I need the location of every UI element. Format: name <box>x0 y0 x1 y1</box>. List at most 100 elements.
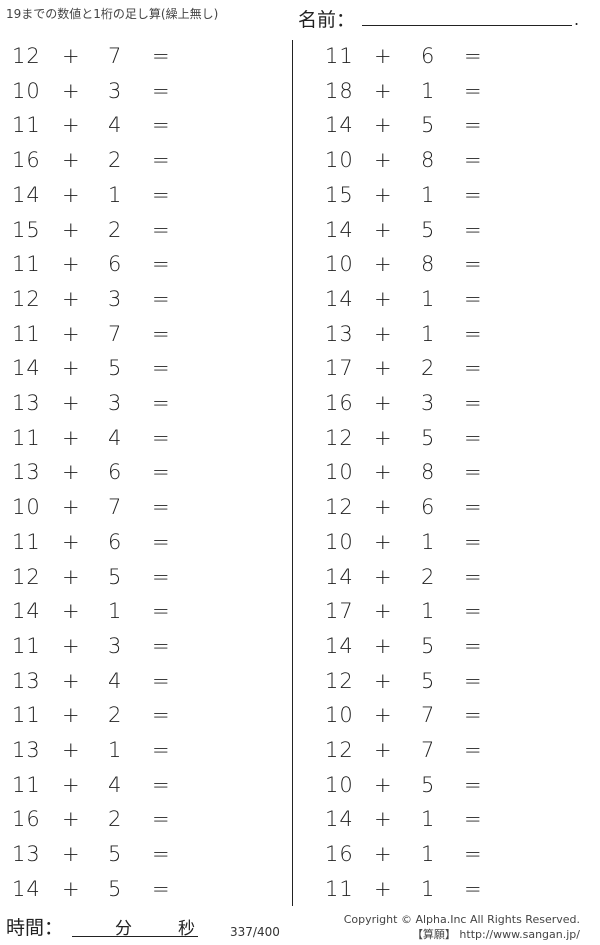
plus-sign: + <box>374 807 392 832</box>
addend: 1 <box>108 599 122 624</box>
plus-sign: + <box>374 356 392 381</box>
augend: 11 <box>12 633 41 658</box>
plus-sign: + <box>62 703 80 728</box>
plus-sign: + <box>374 252 392 277</box>
augend: 11 <box>12 425 41 450</box>
copyright-text: Copyright © Alpha.Inc All Rights Reserve… <box>343 913 580 926</box>
equals-sign: = <box>152 460 170 485</box>
equals-sign: = <box>152 252 170 277</box>
augend: 18 <box>325 78 354 103</box>
plus-sign: + <box>374 876 392 901</box>
equals-sign: = <box>152 599 170 624</box>
addend: 1 <box>421 286 435 311</box>
augend: 16 <box>325 842 354 867</box>
augend: 10 <box>325 772 354 797</box>
equals-sign: = <box>464 217 482 242</box>
augend: 10 <box>325 460 354 485</box>
addend: 4 <box>108 668 122 693</box>
plus-sign: + <box>62 148 80 173</box>
plus-sign: + <box>62 599 80 624</box>
plus-sign: + <box>62 321 80 346</box>
equals-sign: = <box>152 633 170 658</box>
augend: 13 <box>12 668 41 693</box>
augend: 12 <box>325 495 354 520</box>
addend: 1 <box>421 807 435 832</box>
augend: 12 <box>325 425 354 450</box>
addend: 2 <box>108 217 122 242</box>
plus-sign: + <box>62 633 80 658</box>
addend: 8 <box>421 460 435 485</box>
addend: 7 <box>108 44 122 68</box>
equals-sign: = <box>152 529 170 554</box>
augend: 11 <box>12 321 41 346</box>
addend: 1 <box>421 182 435 207</box>
plus-sign: + <box>374 182 392 207</box>
addend: 6 <box>108 460 122 485</box>
equals-sign: = <box>152 842 170 867</box>
plus-sign: + <box>62 460 80 485</box>
plus-sign: + <box>374 564 392 589</box>
addend: 4 <box>108 113 122 138</box>
addend: 1 <box>421 78 435 103</box>
augend: 14 <box>12 356 41 381</box>
addend: 5 <box>421 668 435 693</box>
equals-sign: = <box>464 703 482 728</box>
equals-sign: = <box>464 425 482 450</box>
plus-sign: + <box>374 529 392 554</box>
plus-sign: + <box>62 807 80 832</box>
plus-sign: + <box>62 217 80 242</box>
equals-sign: = <box>152 217 170 242</box>
addend: 2 <box>108 148 122 173</box>
equals-sign: = <box>464 529 482 554</box>
augend: 14 <box>325 217 354 242</box>
equals-sign: = <box>464 738 482 762</box>
addend: 2 <box>108 703 122 728</box>
addend: 5 <box>108 564 122 589</box>
augend: 10 <box>12 78 41 103</box>
addend: 1 <box>108 738 122 762</box>
plus-sign: + <box>62 876 80 901</box>
augend: 12 <box>12 564 41 589</box>
equals-sign: = <box>464 148 482 173</box>
equals-sign: = <box>152 876 170 901</box>
equals-sign: = <box>152 564 170 589</box>
equals-sign: = <box>152 44 170 68</box>
equals-sign: = <box>152 148 170 173</box>
augend: 11 <box>325 44 354 68</box>
equals-sign: = <box>464 495 482 520</box>
equals-sign: = <box>464 599 482 624</box>
addend: 6 <box>108 252 122 277</box>
augend: 14 <box>12 599 41 624</box>
augend: 13 <box>12 738 41 762</box>
name-end-dot: . <box>574 10 580 29</box>
addend: 3 <box>108 78 122 103</box>
plus-sign: + <box>62 44 80 68</box>
plus-sign: + <box>62 252 80 277</box>
augend: 14 <box>12 876 41 901</box>
equals-sign: = <box>464 182 482 207</box>
equals-sign: = <box>152 321 170 346</box>
augend: 14 <box>325 564 354 589</box>
equals-sign: = <box>152 391 170 415</box>
addend: 3 <box>421 391 435 415</box>
augend: 13 <box>12 842 41 867</box>
equals-sign: = <box>464 460 482 485</box>
plus-sign: + <box>62 356 80 381</box>
plus-sign: + <box>374 772 392 797</box>
plus-sign: + <box>374 321 392 346</box>
augend: 13 <box>325 321 354 346</box>
augend: 16 <box>12 807 41 832</box>
equals-sign: = <box>152 356 170 381</box>
addend: 3 <box>108 391 122 415</box>
augend: 16 <box>12 148 41 173</box>
plus-sign: + <box>374 78 392 103</box>
plus-sign: + <box>374 668 392 693</box>
addend: 7 <box>421 738 435 762</box>
augend: 15 <box>12 217 41 242</box>
equals-sign: = <box>152 113 170 138</box>
name-field-line <box>362 25 572 26</box>
equals-sign: = <box>464 633 482 658</box>
equals-sign: = <box>464 564 482 589</box>
augend: 17 <box>325 356 354 381</box>
